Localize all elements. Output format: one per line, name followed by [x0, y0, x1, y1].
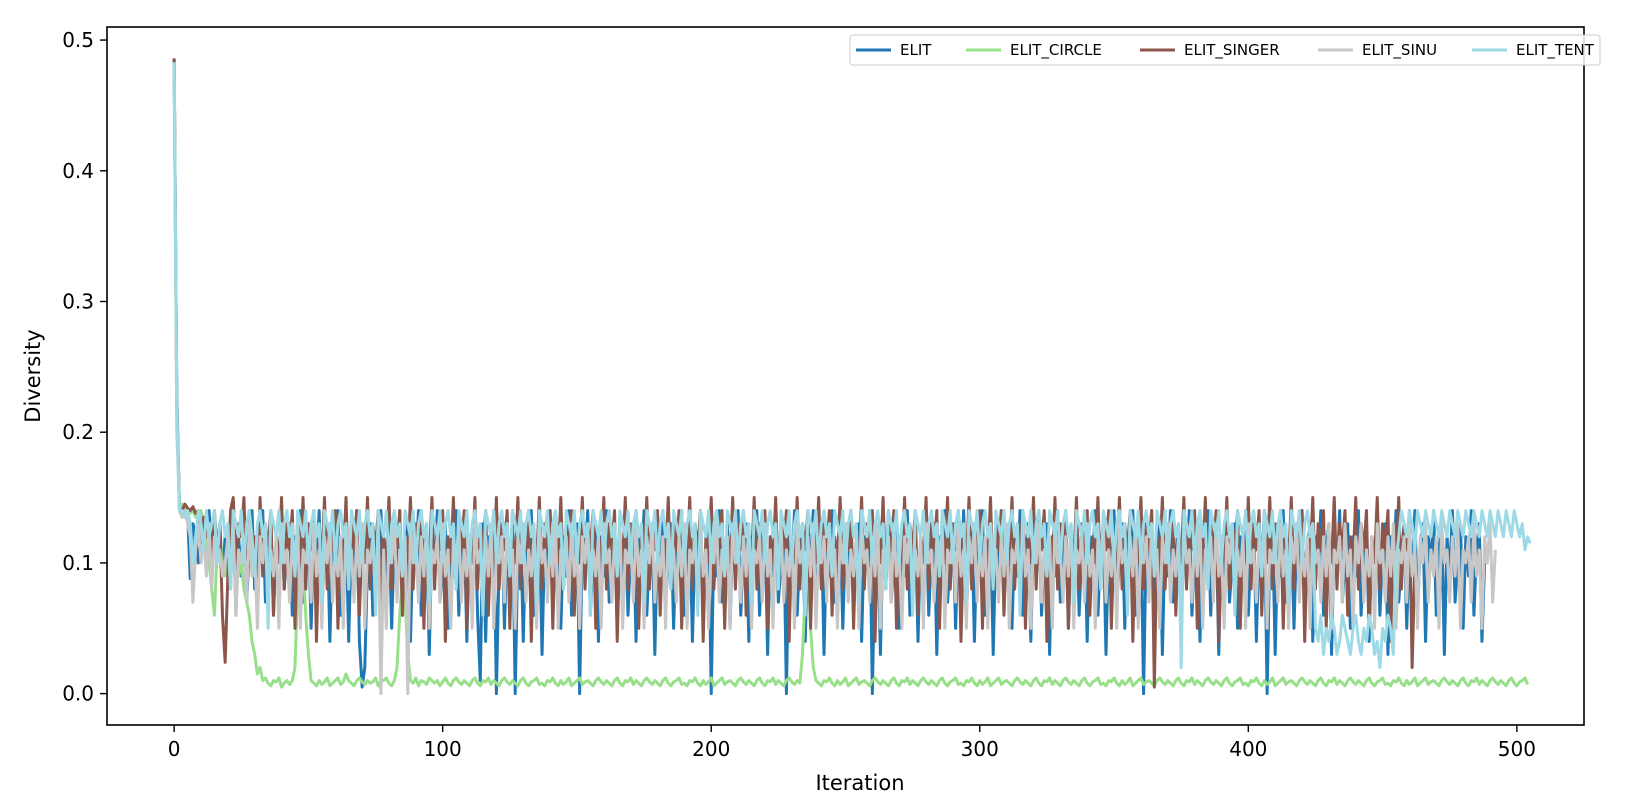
y-axis: 0.0 0.1 0.2 0.3 0.4 0.5	[62, 28, 107, 706]
x-axis-title: Iteration	[815, 771, 904, 795]
y-tick-label: 0.1	[62, 551, 94, 575]
x-tick-label: 400	[1229, 737, 1267, 761]
series-line-elit	[172, 59, 1487, 696]
x-tick-label: 100	[424, 737, 462, 761]
y-axis-title: Diversity	[21, 329, 45, 422]
legend-label-elit-sinu: ELIT_SINU	[1362, 41, 1437, 60]
x-tick-label: 500	[1498, 737, 1536, 761]
plot-frame	[106, 26, 1585, 726]
series-layer	[172, 58, 1532, 696]
x-tick-label: 300	[961, 737, 999, 761]
legend: ELIT ELIT_CIRCLE ELIT_SINGER ELIT_SINU ELIT_…	[849, 34, 1601, 66]
legend-box	[849, 34, 1601, 66]
legend-label-elit-tent: ELIT_TENT	[1516, 41, 1595, 60]
series-line-elit-circle	[172, 66, 1529, 689]
y-tick-label: 0.2	[62, 420, 94, 444]
series-line-elit-tent	[172, 62, 1532, 669]
legend-label-elit: ELIT	[900, 41, 932, 59]
legend-label-elit-circle: ELIT_CIRCLE	[1010, 41, 1102, 60]
legend-label-elit-singer: ELIT_SINGER	[1184, 41, 1280, 60]
y-tick-label: 0.3	[62, 289, 94, 313]
y-tick-label: 0.5	[62, 28, 94, 52]
x-axis: 0 100 200 300 400 500	[168, 725, 1536, 761]
x-tick-label: 200	[692, 737, 730, 761]
y-tick-label: 0.4	[62, 159, 94, 183]
x-tick-label: 0	[168, 737, 181, 761]
y-tick-label: 0.0	[62, 682, 94, 706]
